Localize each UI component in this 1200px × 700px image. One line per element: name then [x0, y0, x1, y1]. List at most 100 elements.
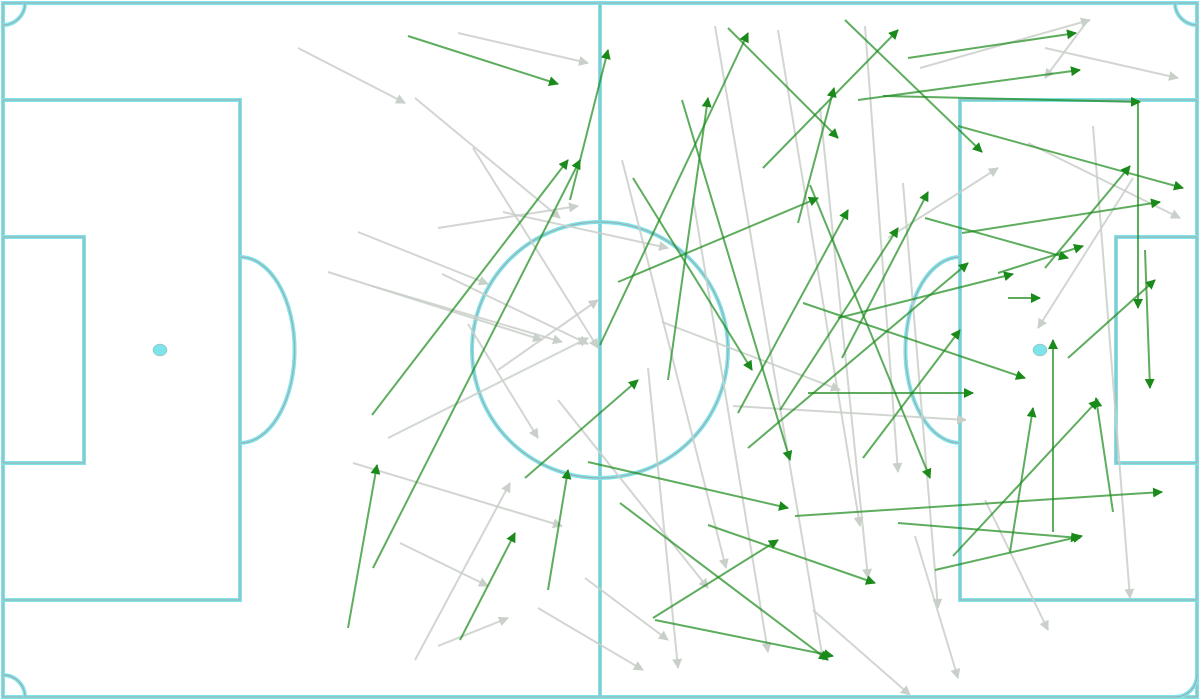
successful-passes	[347, 19, 1184, 661]
successful-pass-arrow	[934, 533, 1083, 571]
successful-pass-arrow	[459, 532, 516, 641]
unsuccessful-pass-arrow	[537, 607, 644, 671]
successful-pass-arrow	[632, 177, 753, 371]
unsuccessful-pass-arrow	[887, 167, 999, 239]
left-penalty-arc-edge	[239, 256, 296, 444]
successful-pass-arrow	[844, 19, 983, 153]
unsuccessful-pass-arrow	[1044, 47, 1179, 81]
unsuccessful-pass-arrow	[352, 462, 563, 529]
corner-arc-top-right-edge	[1174, 2, 1198, 26]
successful-pass-arrow	[857, 66, 1081, 101]
unsuccessful-pass-arrow	[457, 32, 589, 66]
unsuccessful-pass-arrow	[399, 542, 489, 587]
successful-pass-arrow	[794, 487, 1163, 517]
successful-pass-arrow	[727, 27, 839, 139]
successful-pass-arrow	[957, 125, 1184, 191]
successful-pass-arrow	[882, 95, 1141, 107]
unsuccessful-pass-arrow	[1037, 177, 1134, 329]
successful-pass-arrow	[802, 302, 1026, 380]
unsuccessful-pass-arrow	[441, 273, 589, 345]
successful-pass-arrow	[587, 461, 789, 511]
left-penalty-area	[1, 98, 242, 602]
corner-arc-bottom-right-edge	[1174, 674, 1198, 698]
right-penalty-area-edge	[959, 99, 1198, 601]
unsuccessful-pass-arrow	[714, 25, 827, 661]
successful-pass-arrow	[897, 522, 1081, 543]
unsuccessful-pass-arrow	[812, 609, 911, 696]
unsuccessful-pass-arrow	[437, 616, 509, 647]
unsuccessful-pass-arrow	[387, 337, 589, 439]
left-penalty-area-edge	[2, 99, 241, 601]
successful-pass-arrow	[952, 399, 1099, 557]
successful-pass-arrow	[667, 97, 712, 381]
successful-pass-arrow	[1067, 279, 1156, 359]
unsuccessful-pass-arrow	[297, 47, 406, 104]
successful-pass-arrow	[652, 539, 779, 619]
successful-pass-arrow	[924, 217, 1069, 261]
successful-pass-arrow	[747, 262, 969, 449]
successful-pass-arrow	[617, 196, 819, 283]
successful-pass-arrow	[524, 379, 639, 479]
unsuccessful-pass-arrow	[621, 159, 729, 569]
unsuccessful-pass-arrow	[1092, 125, 1135, 599]
successful-pass-arrow	[654, 619, 834, 660]
unsuccessful-pass-arrow	[414, 97, 561, 219]
unsuccessful-pass-arrow	[777, 29, 864, 527]
successful-pass-arrow	[547, 469, 572, 591]
unsuccessful-pass-arrow	[327, 271, 543, 343]
successful-pass-arrow	[599, 32, 749, 346]
successful-pass-arrow	[1044, 165, 1131, 269]
unsuccessful-pass-arrow	[557, 399, 709, 589]
successful-pass-arrow	[997, 243, 1084, 274]
unsuccessful-pass-arrow	[647, 367, 683, 669]
unsuccessful-pass-arrow	[819, 107, 873, 579]
right-penalty-arc	[903, 255, 961, 445]
successful-pass-arrow	[737, 209, 849, 414]
right-penalty-spot	[1032, 343, 1048, 357]
right-penalty-arc-edge	[904, 256, 961, 444]
successful-pass-arrow	[961, 198, 1161, 234]
unsuccessful-passes	[297, 17, 1181, 696]
unsuccessful-pass-arrow	[864, 25, 903, 473]
centre-circle-edge	[471, 221, 729, 479]
left-goal-area	[1, 235, 86, 465]
right-goal-area	[1114, 235, 1199, 465]
successful-pass-arrow	[1092, 397, 1114, 513]
left-goal-area-edge	[2, 236, 85, 464]
successful-pass-arrow	[809, 184, 932, 479]
corner-arc-bottom-left-edge	[2, 674, 26, 698]
unsuccessful-pass-arrow	[692, 197, 772, 653]
right-penalty-area	[958, 98, 1199, 602]
successful-pass-arrow	[569, 49, 611, 201]
unsuccessful-pass-arrow	[502, 211, 669, 251]
successful-pass-arrow	[841, 191, 929, 359]
unsuccessful-pass-arrow	[497, 299, 599, 371]
corner-arc-top-left-edge	[2, 2, 26, 26]
unsuccessful-pass-arrow	[732, 405, 967, 425]
successful-pass-arrow	[1009, 407, 1037, 553]
successful-pass-arrow	[347, 464, 381, 629]
right-goal-area-edge	[1115, 236, 1198, 464]
successful-pass-arrow	[797, 87, 837, 224]
left-penalty-spot	[152, 343, 168, 357]
unsuccessful-pass-arrow	[414, 482, 511, 661]
successful-pass-arrow	[372, 159, 581, 569]
left-penalty-arc	[239, 255, 297, 445]
successful-pass-arrow	[1144, 249, 1155, 389]
successful-pass-arrow	[619, 502, 829, 661]
unsuccessful-pass-arrow	[984, 499, 1049, 631]
successful-pass-arrow	[371, 159, 569, 416]
successful-pass-arrow	[407, 35, 559, 87]
unsuccessful-pass-arrow	[1044, 19, 1089, 79]
successful-pass-arrow	[707, 524, 876, 585]
unsuccessful-pass-arrow	[357, 231, 489, 286]
unsuccessful-pass-arrow	[914, 535, 961, 679]
unsuccessful-pass-arrow	[902, 182, 943, 609]
successful-pass-arrow	[779, 227, 899, 411]
unsuccessful-pass-arrow	[661, 321, 841, 392]
unsuccessful-pass-arrow	[467, 323, 539, 439]
unsuccessful-pass-arrow	[584, 577, 669, 641]
